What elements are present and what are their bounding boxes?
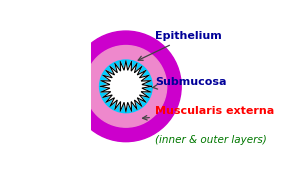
Circle shape — [99, 60, 152, 113]
Text: Muscularis externa: Muscularis externa — [143, 106, 274, 120]
Text: Submucosa: Submucosa — [152, 77, 226, 89]
Circle shape — [111, 71, 141, 102]
Text: (inner & outer layers): (inner & outer layers) — [155, 135, 267, 145]
Circle shape — [85, 45, 167, 127]
Polygon shape — [100, 61, 151, 112]
Text: Epithelium: Epithelium — [138, 31, 222, 60]
Circle shape — [71, 31, 181, 142]
